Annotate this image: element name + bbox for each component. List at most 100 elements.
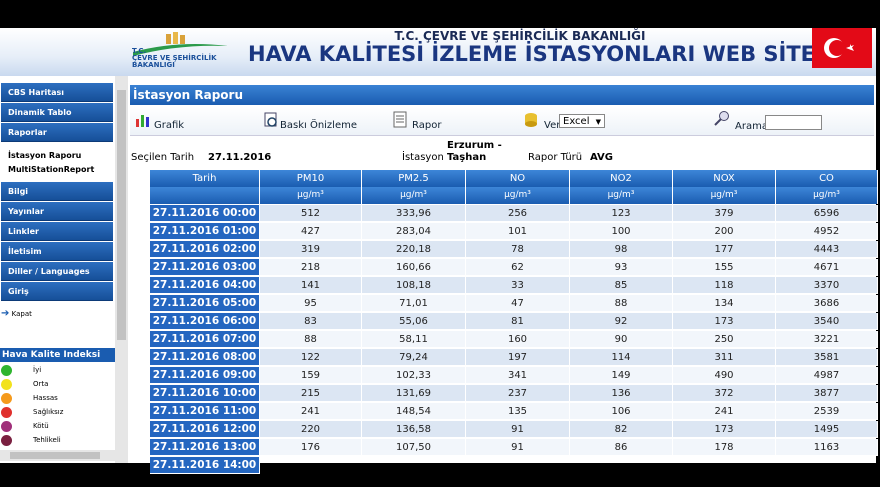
logo: [133, 32, 228, 56]
print-icon[interactable]: [262, 111, 280, 129]
aqi-dot: [1, 379, 12, 390]
format-select[interactable]: Excel ▼: [559, 114, 605, 128]
submenu-item[interactable]: MultiStationReport: [8, 165, 95, 174]
date-cell: 27.11.2016 11:00: [150, 403, 260, 420]
menu-item[interactable]: Yayınlar: [1, 202, 113, 221]
unit-header: [150, 187, 260, 204]
table-cell: 122: [260, 349, 362, 366]
table-cell: 2539: [776, 403, 878, 420]
table-cell: 3221: [776, 331, 878, 348]
table-cell: 372: [673, 385, 776, 402]
scrollbar: [115, 76, 128, 463]
table-cell: 81: [466, 313, 570, 330]
table-cell: 102,33: [362, 367, 466, 384]
table-cell: 86: [570, 439, 673, 456]
main-panel: İstasyon Raporu Grafik Baskı Önizleme Ra…: [128, 76, 878, 474]
table-cell: 241: [673, 403, 776, 420]
table-cell: 71,01: [362, 295, 466, 312]
table-cell: 215: [260, 385, 362, 402]
site-header: T.C. ÇEVRE VE ŞEHİRCİLİK BAKANLIĞI T.C. …: [0, 28, 876, 76]
table-cell: 78: [466, 241, 570, 258]
table-cell: 4671: [776, 259, 878, 276]
aqi-title: Hava Kalite Indeksi: [0, 348, 115, 362]
table-cell: 6596: [776, 205, 878, 222]
column-header: Tarih: [150, 170, 260, 187]
table-cell: 135: [466, 403, 570, 420]
export-button[interactable]: Ver: [544, 120, 561, 131]
date-cell: 27.11.2016 04:00: [150, 277, 260, 294]
menu-item[interactable]: Bilgi: [1, 182, 113, 201]
chart-icon[interactable]: [134, 111, 152, 129]
table-cell: 95: [260, 295, 362, 312]
table-cell: 173: [673, 313, 776, 330]
print-preview-button[interactable]: Baskı Önizleme: [280, 120, 358, 131]
close-label: Kapat: [11, 310, 32, 318]
table-cell: 131,69: [362, 385, 466, 402]
table-cell: 114: [570, 349, 673, 366]
close-button[interactable]: ➔ Kapat: [1, 308, 32, 319]
table-cell: 118: [673, 277, 776, 294]
table-cell: 91: [466, 439, 570, 456]
menu-item[interactable]: Linkler: [1, 222, 113, 241]
table-cell: 79,24: [362, 349, 466, 366]
table-cell: 427: [260, 223, 362, 240]
column-header: NO: [466, 170, 570, 187]
table-cell: 176: [260, 439, 362, 456]
submenu-item[interactable]: İstasyon Raporu: [8, 151, 82, 160]
table-cell: 55,06: [362, 313, 466, 330]
table-cell: 92: [570, 313, 673, 330]
flag: [812, 28, 872, 68]
menu-item[interactable]: İletisim: [1, 242, 113, 261]
menu-item[interactable]: Diller / Languages: [1, 262, 113, 281]
table-cell: 90: [570, 331, 673, 348]
date-cell: 27.11.2016 05:00: [150, 295, 260, 312]
date-value: 27.11.2016: [208, 152, 272, 163]
unit-header: µg/m³: [466, 187, 570, 204]
aqi-dot: [1, 421, 12, 432]
table-cell: 83: [260, 313, 362, 330]
table-cell: 178: [673, 439, 776, 456]
table-cell: 237: [466, 385, 570, 402]
report-icon[interactable]: [391, 111, 409, 129]
search-icon[interactable]: [713, 110, 731, 128]
table-cell: 136,58: [362, 421, 466, 438]
table-cell: 148,54: [362, 403, 466, 420]
date-cell: 27.11.2016 03:00: [150, 259, 260, 276]
menu-item[interactable]: CBS Haritası: [1, 83, 113, 102]
table-cell: 3540: [776, 313, 878, 330]
export-icon[interactable]: [523, 111, 541, 129]
aqi-dot: [1, 407, 12, 418]
table-cell: 106: [570, 403, 673, 420]
menu-item[interactable]: Dinamik Tablo: [1, 103, 113, 122]
table-cell: 3370: [776, 277, 878, 294]
table-cell: 4443: [776, 241, 878, 258]
aqi-dot: [1, 393, 12, 404]
table-cell: 123: [570, 205, 673, 222]
menu-item[interactable]: Raporlar: [1, 123, 113, 142]
date-cell: 27.11.2016 14:00: [150, 457, 260, 474]
aqi-dot: [1, 435, 12, 446]
unit-header: µg/m³: [673, 187, 776, 204]
table-cell: 341: [466, 367, 570, 384]
menu-item[interactable]: Giriş: [1, 282, 113, 301]
table-cell: 155: [673, 259, 776, 276]
station-label: İstasyon: [402, 152, 444, 163]
date-cell: 27.11.2016 10:00: [150, 385, 260, 402]
aqi-label: Tehlikeli: [33, 436, 61, 444]
aqi-label: Sağlıksız: [33, 408, 64, 416]
table-cell: 256: [466, 205, 570, 222]
unit-header: µg/m³: [362, 187, 466, 204]
table-cell: 1163: [776, 439, 878, 456]
unit-header: µg/m³: [570, 187, 673, 204]
table-cell: 220,18: [362, 241, 466, 258]
report-button[interactable]: Rapor: [412, 120, 442, 131]
table-cell: 88: [260, 331, 362, 348]
type-label: Rapor Türü: [528, 152, 583, 163]
chart-button[interactable]: Grafik: [154, 120, 185, 131]
column-header: CO: [776, 170, 878, 187]
date-cell: 27.11.2016 07:00: [150, 331, 260, 348]
search-input[interactable]: [765, 115, 822, 130]
table-cell: 108,18: [362, 277, 466, 294]
table-cell: 160,66: [362, 259, 466, 276]
